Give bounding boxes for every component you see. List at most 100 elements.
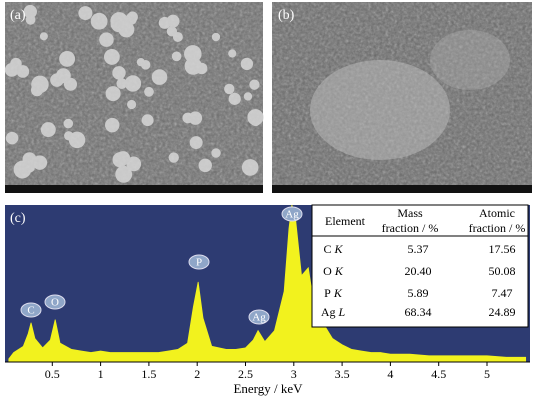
peak-bubble	[248, 309, 270, 325]
table-cell: 50.08	[489, 264, 516, 278]
peak-bubble	[44, 294, 66, 310]
particle	[243, 92, 253, 101]
particle	[112, 66, 126, 80]
x-tick-label: 0.5	[45, 367, 60, 381]
peak-label: P	[196, 257, 202, 269]
particle	[116, 78, 128, 89]
particle	[184, 57, 202, 75]
particle	[151, 69, 168, 85]
particle	[124, 75, 142, 92]
x-tick-label: 3.5	[335, 367, 350, 381]
peak-label: Ag	[285, 209, 299, 221]
particle	[211, 32, 221, 42]
particle	[184, 45, 202, 63]
element: C	[323, 242, 331, 256]
element: Ag	[321, 305, 336, 319]
particle	[211, 148, 221, 158]
table-box	[311, 204, 529, 328]
particle	[172, 31, 183, 42]
table-cell: 24.89	[489, 305, 516, 319]
x-tick-label: 2.5	[238, 367, 253, 381]
spectrum	[8, 204, 527, 363]
particle	[40, 122, 56, 138]
particle	[126, 156, 142, 172]
particle	[63, 118, 74, 129]
shell: K	[333, 286, 343, 300]
particle	[241, 159, 259, 176]
particle	[228, 49, 237, 58]
table-header: Element	[325, 214, 366, 228]
peak-bubble	[20, 302, 42, 318]
particle	[250, 116, 261, 127]
table-header: Atomic	[479, 206, 515, 220]
particle	[240, 57, 254, 71]
peak-label: O	[51, 297, 59, 309]
table-header: fraction / %	[382, 221, 439, 235]
x-axis-label: Energy / keV	[233, 381, 303, 396]
table-cell: 5.89	[408, 286, 429, 300]
particle	[224, 83, 235, 95]
particle	[16, 65, 30, 78]
element: O	[323, 264, 332, 278]
particle	[171, 51, 182, 62]
particle	[144, 86, 154, 97]
sem-image-b: (b)	[272, 2, 532, 193]
particle	[127, 99, 137, 110]
particle	[23, 4, 37, 19]
panel-label: (a)	[10, 8, 26, 23]
particle	[4, 62, 19, 77]
peak-bubble	[188, 254, 210, 270]
peak-label: C	[27, 305, 34, 317]
table-cell: 68.34	[405, 305, 432, 319]
particle	[141, 114, 154, 127]
particle	[105, 117, 120, 133]
particle	[182, 112, 194, 124]
shell: L	[337, 305, 345, 319]
particle	[68, 131, 86, 149]
particle	[105, 86, 121, 102]
particle	[30, 84, 44, 97]
particle	[103, 49, 120, 65]
x-tick-label: 1.5	[141, 367, 156, 381]
x-tick-label: 4.5	[431, 367, 446, 381]
particle	[24, 162, 35, 173]
x-tick-label: 2	[194, 367, 200, 381]
table-cell: Ag L	[321, 305, 346, 319]
particle	[39, 32, 48, 41]
shell: K	[334, 264, 344, 278]
particle	[32, 155, 48, 170]
x-tick-label: 1	[98, 367, 104, 381]
table-cell: 20.40	[405, 264, 432, 278]
table-cell: 5.37	[408, 242, 429, 256]
particle	[115, 165, 133, 183]
shell: K	[334, 242, 344, 256]
particle	[78, 6, 93, 21]
particle	[189, 136, 203, 150]
particle	[136, 58, 145, 67]
particle	[198, 158, 212, 173]
element: P	[324, 286, 331, 300]
table-cell: 7.47	[492, 286, 513, 300]
particle	[249, 79, 260, 90]
peak-bubble	[281, 206, 303, 222]
table-cell: 17.56	[489, 242, 516, 256]
particle	[25, 14, 36, 25]
particle	[90, 12, 108, 30]
particle	[158, 16, 171, 29]
particle	[59, 50, 76, 67]
peak-label: Ag	[252, 312, 266, 324]
particle	[112, 152, 128, 168]
particle	[5, 131, 19, 145]
particle	[99, 32, 114, 47]
particle	[168, 152, 179, 163]
table-header: Mass	[397, 206, 423, 220]
panel-label: (b)	[278, 8, 295, 23]
table-header: fraction / %	[469, 221, 526, 235]
particle	[110, 12, 129, 30]
sem-image-a: (a)	[4, 2, 264, 193]
x-tick-label: 3	[291, 367, 297, 381]
